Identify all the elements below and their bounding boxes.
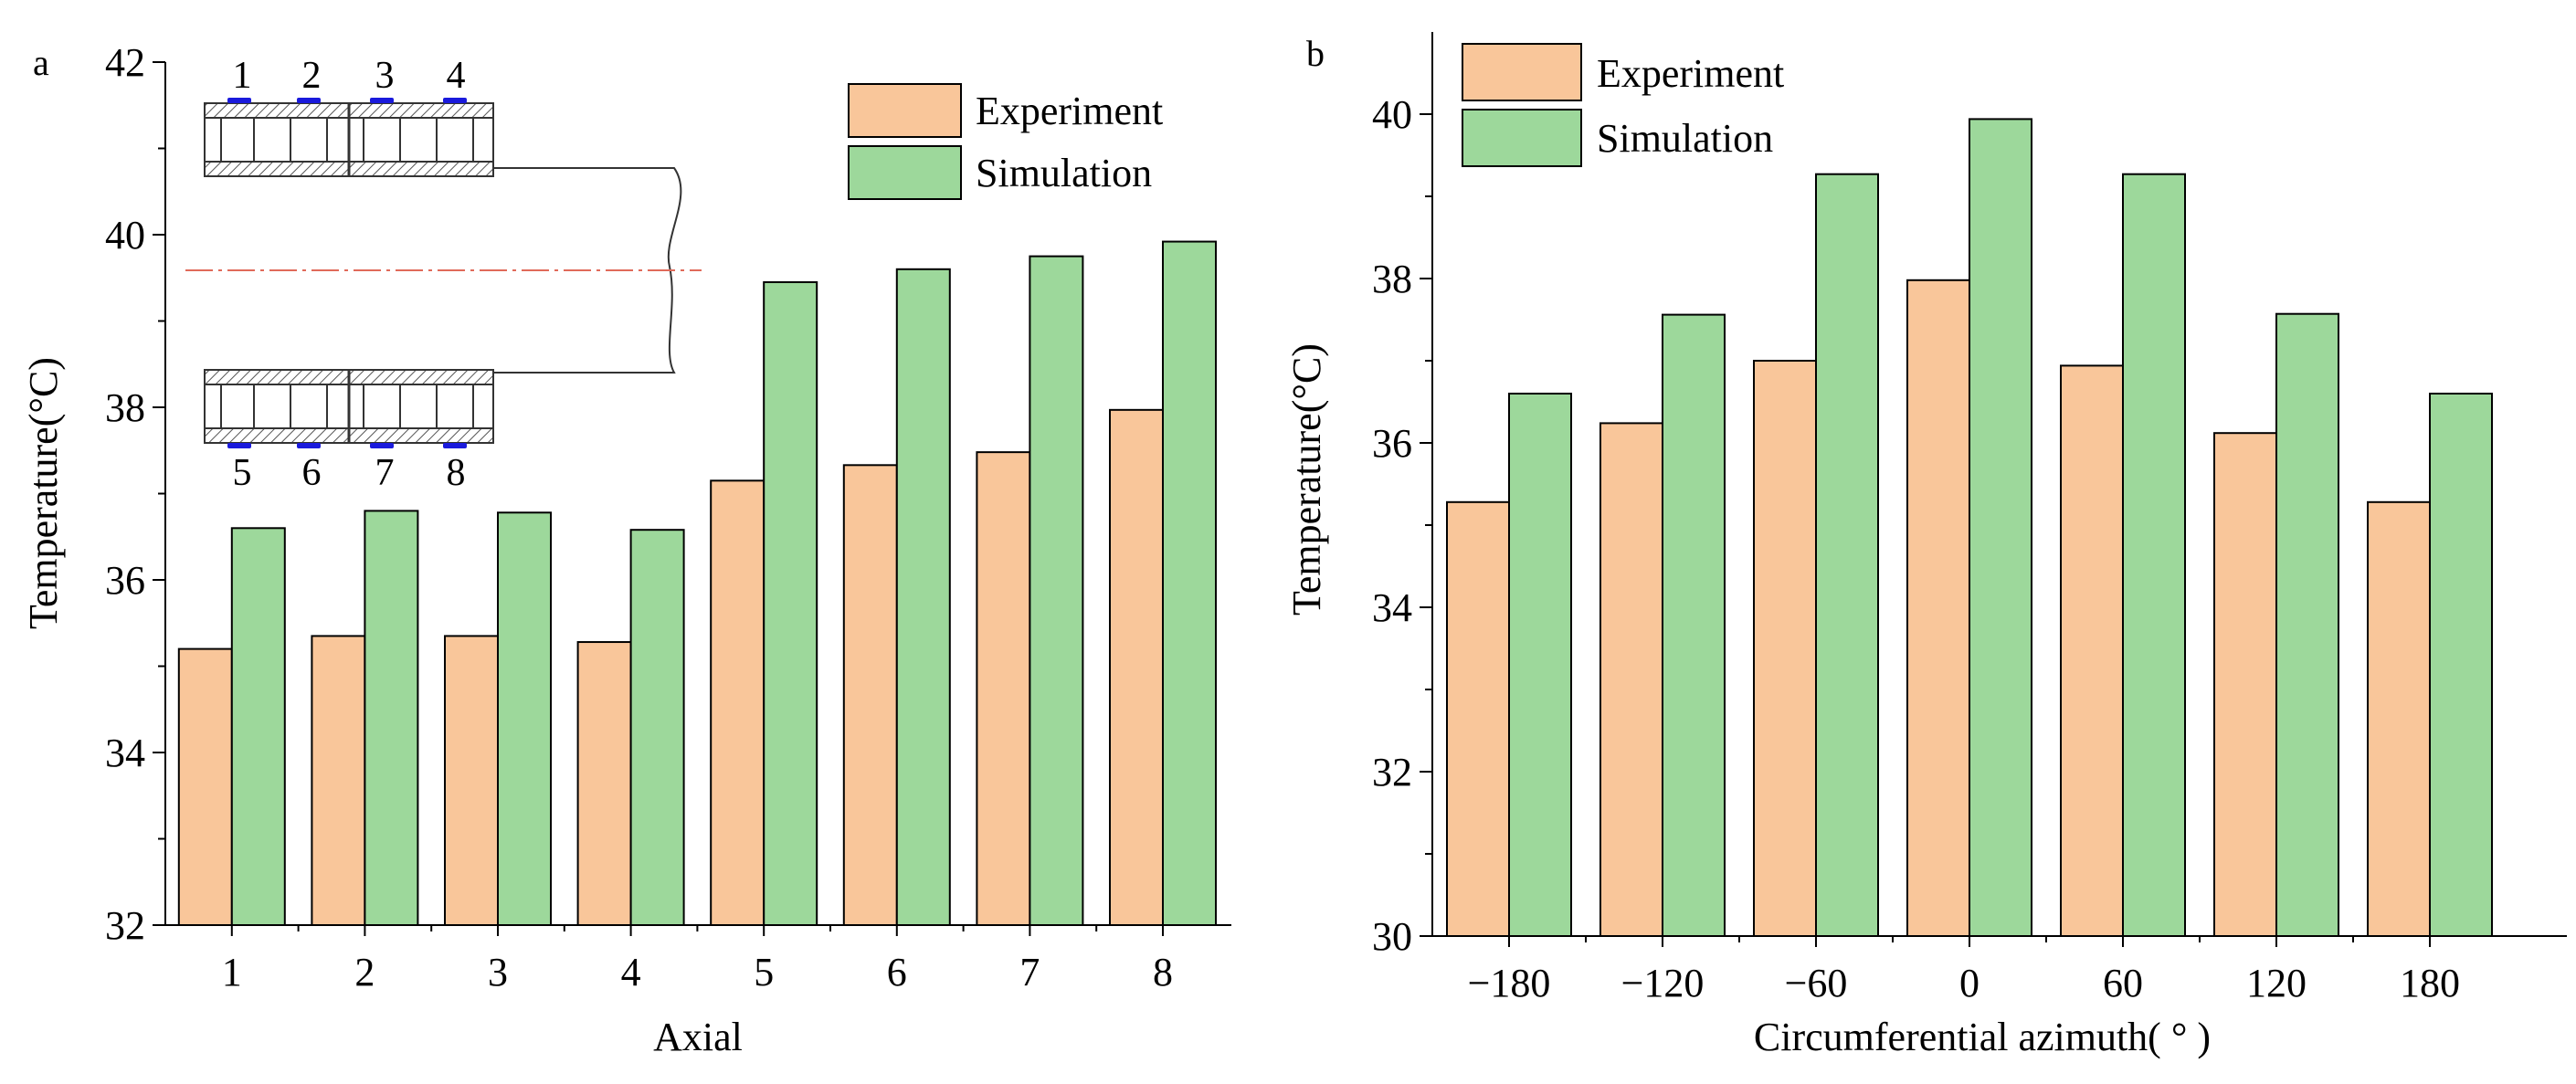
y-tick-label-42: 42: [105, 40, 145, 85]
y-tick-label-34: 34: [1372, 585, 1412, 630]
bar-experiment-8: [1109, 408, 1164, 926]
x-tick-label-4: 0: [1959, 961, 1980, 1005]
bar-experiment-7: [2367, 500, 2431, 937]
bar-experiment-1: [177, 647, 233, 926]
bar-experiment-7: [976, 451, 1031, 926]
bar-simulation-1: [230, 527, 286, 926]
sensor-label-6: 6: [302, 452, 322, 494]
y-tick-label-38: 38: [105, 385, 145, 430]
x-tick-label-3: 3: [488, 950, 508, 995]
panel-b-x-label: Circumferential azimuth( ° ): [1754, 1015, 2211, 1059]
bar-experiment-3: [1753, 360, 1817, 937]
panel-a-y-ticks: 32 34 36 38 40 42: [105, 40, 165, 948]
x-tick-label-6: 120: [2246, 961, 2307, 1005]
bar-experiment-4: [576, 641, 632, 926]
x-tick-label-6: 6: [887, 950, 907, 995]
bar-simulation-3: [497, 511, 552, 926]
panel-b: b 30 32 34 36 38 40 −180 −120 −60 0 60 120 180 Temp…: [1284, 32, 2567, 1059]
panel-a-bars: [177, 240, 1217, 927]
legend-swatch-experiment: [1462, 43, 1582, 101]
x-tick-label-5: 5: [754, 950, 774, 995]
x-tick-label-4: 4: [621, 950, 641, 995]
bar-simulation-7: [2429, 393, 2493, 937]
x-tick-label-8: 8: [1153, 950, 1173, 995]
legend-label-experiment: Experiment: [976, 89, 1163, 133]
panel-a-legend: Experiment Simulation: [848, 83, 1163, 200]
panel-b-label: b: [1306, 33, 1325, 74]
bar-simulation-5: [763, 280, 818, 927]
x-tick-label-2: 2: [354, 950, 375, 995]
bar-simulation-4: [1969, 118, 2032, 937]
y-tick-label-38: 38: [1372, 257, 1412, 301]
bar-experiment-4: [1906, 279, 1970, 937]
panel-a-label: a: [33, 42, 49, 83]
sensor-label-3: 3: [375, 55, 395, 97]
panel-b-bars: [1446, 118, 2493, 938]
bar-simulation-2: [364, 510, 419, 927]
bar-experiment-3: [444, 635, 499, 926]
panel-b-y-ticks: 30 32 34 36 38 40: [1372, 92, 1432, 959]
bar-experiment-6: [842, 464, 898, 926]
bearing-inset-diagram: 1 2 3 4 5 6 7 8: [185, 55, 702, 494]
sensor-labels: 1 2 3 4 5 6 7 8: [233, 55, 466, 494]
x-tick-label-1: −180: [1468, 961, 1551, 1005]
x-tick-label-3: −60: [1785, 961, 1848, 1005]
sensor-label-5: 5: [233, 452, 252, 494]
sensor-label-7: 7: [375, 452, 395, 494]
y-tick-label-32: 32: [1372, 750, 1412, 795]
panel-a-y-label: Temperature(°C): [21, 357, 66, 629]
legend-swatch-simulation: [848, 145, 962, 200]
y-tick-label-32: 32: [105, 903, 145, 948]
bar-simulation-3: [1815, 173, 1879, 937]
bar-experiment-2: [311, 635, 366, 926]
x-tick-label-7: 7: [1019, 950, 1040, 995]
bar-experiment-5: [710, 479, 765, 926]
y-tick-label-36: 36: [105, 558, 145, 603]
bar-simulation-1: [1508, 393, 1572, 937]
bar-experiment-1: [1446, 500, 1510, 937]
y-tick-label-36: 36: [1372, 421, 1412, 466]
bar-experiment-5: [2060, 364, 2124, 937]
x-tick-label-1: 1: [222, 950, 242, 995]
x-tick-label-2: −120: [1621, 961, 1705, 1005]
bar-simulation-7: [1029, 255, 1084, 926]
legend-label-simulation: Simulation: [976, 151, 1152, 195]
bar-experiment-2: [1599, 422, 1663, 937]
panel-b-legend: Experiment Simulation: [1462, 43, 1784, 167]
y-tick-label-30: 30: [1372, 914, 1412, 959]
legend-label-simulation: Simulation: [1597, 116, 1773, 161]
y-tick-label-40: 40: [1372, 92, 1412, 137]
shaft-outline: [493, 167, 682, 374]
x-tick-label-7: 180: [2400, 961, 2460, 1005]
legend-swatch-experiment: [848, 83, 962, 138]
bar-simulation-6: [2275, 312, 2339, 937]
bar-simulation-5: [2122, 173, 2186, 937]
sensor-markers: [227, 98, 467, 448]
sensor-label-8: 8: [447, 452, 466, 494]
y-tick-label-40: 40: [105, 213, 145, 258]
legend-label-experiment: Experiment: [1597, 51, 1784, 96]
sensor-label-1: 1: [233, 55, 252, 97]
panel-b-x-ticks: −180 −120 −60 0 60 120 180: [1468, 936, 2460, 1005]
sensor-label-4: 4: [447, 55, 466, 97]
bar-simulation-2: [1662, 313, 1726, 938]
x-tick-label-5: 60: [2103, 961, 2143, 1005]
sensor-label-2: 2: [302, 55, 322, 97]
bar-experiment-6: [2213, 432, 2277, 937]
y-tick-label-34: 34: [105, 731, 145, 775]
panel-a-x-label: Axial: [653, 1015, 743, 1059]
legend-swatch-simulation: [1462, 109, 1582, 167]
bar-simulation-4: [629, 529, 685, 926]
roller-dividers: [220, 103, 474, 443]
panel-a-x-ticks: 1 2 3 4 5 6 7 8: [222, 925, 1173, 995]
bar-simulation-8: [1162, 240, 1217, 926]
panel-b-y-label: Temperature(°C): [1284, 343, 1329, 616]
bar-simulation-6: [895, 268, 951, 926]
